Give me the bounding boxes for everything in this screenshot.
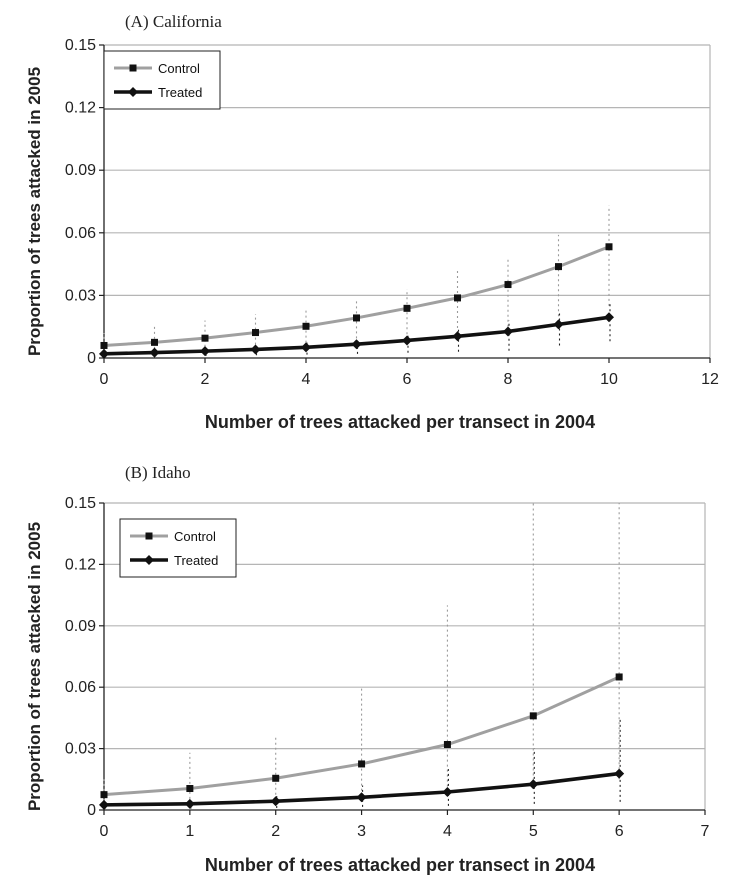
x-tick-label: 7: [701, 823, 710, 840]
y-tick-label: 0.03: [65, 287, 96, 304]
x-tick-label: 10: [600, 371, 618, 388]
data-point: [553, 319, 564, 330]
legend-marker: [145, 532, 153, 540]
y-tick-label: 0.09: [65, 162, 96, 179]
legend: Control Treated: [119, 518, 237, 578]
data-point: [201, 334, 209, 342]
y-tick-label: 0.12: [65, 100, 96, 117]
legend-label: Treated: [174, 553, 218, 568]
y-tick-label: 0.15: [65, 37, 96, 54]
panel-title: (B) Idaho: [125, 463, 191, 482]
data-point: [302, 322, 310, 330]
x-tick-label: 2: [201, 371, 210, 388]
data-point: [250, 344, 261, 355]
data-point: [443, 741, 451, 749]
data-point: [353, 314, 360, 322]
y-tick-label: 0.03: [65, 741, 96, 758]
x-tick-label: 3: [357, 823, 366, 840]
x-tick-label: 4: [443, 823, 452, 840]
series-control: [100, 205, 613, 354]
data-point: [200, 346, 210, 357]
y-axis-title: Proportion of trees attacked in 2005: [25, 67, 44, 356]
data-point: [358, 760, 366, 768]
x-tick-label: 12: [701, 371, 719, 388]
legend-box: [103, 50, 221, 110]
data-point: [528, 779, 539, 790]
data-point: [454, 294, 461, 302]
data-point: [151, 338, 158, 346]
legend: Control Treated: [103, 50, 221, 110]
data-point: [351, 339, 362, 350]
y-tick-label: 0.12: [65, 556, 96, 573]
data-point: [186, 785, 194, 793]
data-point: [252, 329, 259, 337]
series-treated: [99, 717, 625, 810]
data-point: [452, 331, 463, 342]
data-point: [99, 348, 109, 359]
series-line: [103, 245, 610, 347]
legend-marker: [129, 64, 137, 72]
data-point: [402, 335, 412, 346]
y-tick-label: 0.06: [65, 679, 96, 696]
legend-marker: [144, 555, 154, 565]
data-point: [99, 799, 109, 810]
legend-marker: [128, 87, 138, 97]
data-point: [614, 768, 625, 779]
y-tick-label: 0.15: [65, 495, 96, 512]
x-tick-label: 1: [185, 823, 194, 840]
x-axis-title: Number of trees attacked per transect in…: [205, 855, 595, 875]
y-tick-label: 0: [87, 350, 96, 367]
legend-label: Control: [158, 61, 200, 76]
data-point: [555, 263, 562, 271]
data-point: [272, 774, 280, 782]
chart-panel-0: (A) California 0 0.03 0.06 0.09 0.12 0.15 0 2 4 6 8…: [25, 12, 719, 432]
x-tick-label: 5: [529, 823, 538, 840]
data-point: [605, 243, 613, 251]
data-point: [604, 312, 614, 323]
x-tick-label: 8: [504, 371, 513, 388]
y-tick-label: 0: [87, 802, 96, 819]
data-point: [615, 673, 623, 681]
x-tick-label: 0: [100, 823, 109, 840]
x-tick-label: 0: [100, 371, 109, 388]
data-point: [100, 341, 108, 349]
data-point: [442, 786, 453, 797]
legend-label: Treated: [158, 85, 202, 100]
data-point: [503, 326, 513, 337]
x-tick-label: 6: [615, 823, 624, 840]
y-axis-title: Proportion of trees attacked in 2005: [25, 522, 44, 811]
data-point: [301, 342, 311, 353]
legend-label: Control: [174, 529, 216, 544]
data-point: [270, 796, 281, 807]
data-point: [403, 304, 411, 312]
data-point: [149, 347, 160, 358]
x-tick-label: 4: [302, 371, 311, 388]
x-axis-title: Number of trees attacked per transect in…: [205, 412, 595, 432]
data-point: [529, 712, 537, 720]
y-tick-label: 0.06: [65, 225, 96, 242]
data-point: [184, 798, 195, 809]
legend-box: [119, 518, 237, 578]
panel-title: (A) California: [125, 12, 222, 31]
x-tick-label: 2: [271, 823, 280, 840]
y-tick-label: 0.09: [65, 618, 96, 635]
chart-panel-1: (B) Idaho 0 0.03 0.06 0.09 0.12 0.15 0 1 2 3 4 5 6 7 Nu…: [25, 463, 710, 875]
data-point: [356, 792, 367, 803]
series-control: [100, 503, 623, 806]
data-point: [100, 791, 108, 799]
series-treated: [99, 303, 614, 359]
x-tick-label: 6: [403, 371, 412, 388]
data-point: [504, 281, 512, 289]
